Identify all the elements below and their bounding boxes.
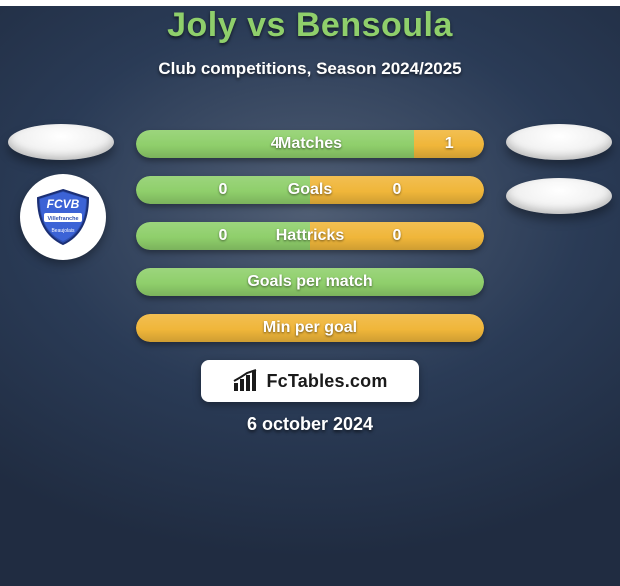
bar-segment-p1: 4 bbox=[136, 130, 414, 158]
svg-text:Beaujolais: Beaujolais bbox=[51, 228, 75, 234]
content: Joly vs Bensoula Club competitions, Seas… bbox=[0, 6, 620, 79]
brand-text: FcTables.com bbox=[266, 371, 387, 392]
badge-text-top: FCVB bbox=[47, 197, 80, 211]
bar-segment-p2: 1 bbox=[414, 130, 484, 158]
bar-segment-full bbox=[136, 314, 484, 342]
player2-ellipse-1 bbox=[506, 124, 612, 160]
player2-ellipse-2 bbox=[506, 178, 612, 214]
club-shield-icon: FCVB Villefranche Beaujolais bbox=[32, 186, 94, 248]
player2-slot bbox=[506, 124, 612, 214]
bar-row: 41Matches bbox=[136, 130, 484, 158]
player1-club-badge: FCVB Villefranche Beaujolais bbox=[20, 174, 106, 260]
bar-row: 00Goals bbox=[136, 176, 484, 204]
subtitle: Club competitions, Season 2024/2025 bbox=[0, 59, 620, 79]
date-label: 6 october 2024 bbox=[0, 414, 620, 435]
page-title: Joly vs Bensoula bbox=[0, 6, 620, 45]
bar-segment-p1: 0 bbox=[136, 222, 310, 250]
bar-segment-full bbox=[136, 268, 484, 296]
bar-row: Goals per match bbox=[136, 268, 484, 296]
brand-chart-icon bbox=[232, 369, 260, 393]
player1-ellipse bbox=[8, 124, 114, 160]
bar-segment-p1: 0 bbox=[136, 176, 310, 204]
bar-row: 00Hattricks bbox=[136, 222, 484, 250]
comparison-bars: 41Matches 00Goals 00Hattricks Goals per mat… bbox=[136, 130, 484, 360]
svg-text:Villefranche: Villefranche bbox=[47, 216, 78, 222]
bar-segment-p2: 0 bbox=[310, 222, 484, 250]
player1-slot: FCVB Villefranche Beaujolais bbox=[8, 124, 114, 160]
bar-row: Min per goal bbox=[136, 314, 484, 342]
brand-box: FcTables.com bbox=[201, 360, 419, 402]
bar-segment-p2: 0 bbox=[310, 176, 484, 204]
